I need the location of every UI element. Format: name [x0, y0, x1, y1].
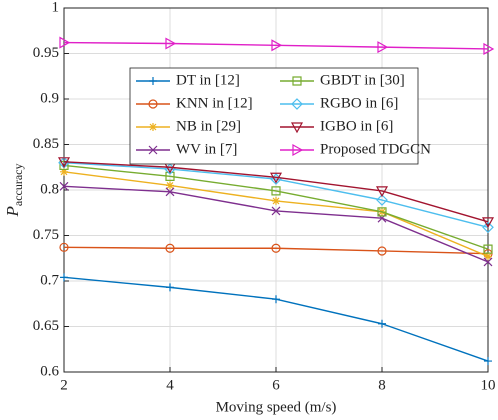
legend-label: IGBO in [6] — [320, 118, 393, 134]
marker — [269, 172, 283, 184]
marker — [377, 207, 387, 217]
marker — [165, 243, 175, 253]
marker — [484, 357, 492, 366]
marker — [272, 295, 280, 304]
legend-label: DT in [12] — [176, 72, 240, 88]
marker — [271, 186, 281, 196]
legend-marker — [148, 145, 158, 155]
marker — [165, 37, 177, 50]
series-line — [63, 161, 489, 223]
legend-marker — [292, 76, 302, 86]
y-tick-label: 1 — [52, 0, 60, 15]
legend-label: KNN in [12] — [176, 95, 253, 111]
marker — [57, 157, 71, 169]
y-tick-label: 0.6 — [40, 363, 59, 379]
series-line — [63, 164, 489, 250]
series-line — [63, 41, 489, 50]
legend-label: Proposed TDGCN — [320, 141, 431, 157]
legend-marker — [290, 122, 304, 134]
series-line — [63, 246, 489, 255]
x-axis-label: Moving speed (m/s) — [216, 399, 337, 415]
legend-marker — [291, 98, 303, 110]
y-tick-label: 0.75 — [33, 227, 59, 243]
marker — [60, 167, 68, 176]
plot-frame — [63, 7, 489, 373]
marker — [483, 42, 495, 55]
marker — [375, 186, 389, 198]
series-line — [63, 162, 489, 228]
y-tick-label: 0.8 — [40, 181, 59, 197]
y-tick-label: 0.7 — [40, 272, 59, 288]
x-tick-label: 8 — [378, 377, 386, 393]
legend-label: WV in [7] — [176, 141, 237, 157]
legend-marker — [149, 77, 157, 85]
legend-label: NB in [29] — [176, 118, 241, 134]
marker — [376, 194, 388, 206]
marker — [271, 243, 281, 253]
marker — [482, 221, 494, 234]
y-axis-label-sub: accuracy — [11, 163, 25, 206]
legend-marker — [149, 123, 157, 131]
x-tick-label: 6 — [272, 377, 280, 393]
marker — [377, 246, 387, 256]
legend-marker — [292, 143, 304, 157]
marker — [59, 242, 69, 252]
marker — [271, 206, 281, 216]
y-tick-label: 0.95 — [33, 45, 59, 61]
y-tick-label: 0.9 — [40, 90, 59, 106]
marker — [166, 283, 174, 292]
marker — [483, 257, 493, 267]
marker — [271, 39, 283, 52]
marker — [60, 273, 68, 282]
marker — [377, 41, 389, 54]
marker — [166, 181, 174, 190]
legend-marker — [148, 99, 158, 109]
marker — [59, 36, 71, 49]
marker — [484, 252, 492, 261]
marker — [272, 196, 280, 205]
x-tick-label: 2 — [60, 377, 68, 393]
marker — [481, 217, 495, 229]
marker — [378, 319, 386, 328]
legend-box — [129, 67, 419, 165]
x-tick-label: 4 — [166, 377, 174, 393]
x-tick-label: 10 — [481, 377, 496, 393]
y-tick-label: 0.85 — [33, 136, 59, 152]
marker — [59, 181, 69, 191]
y-axis-label-main: P — [3, 206, 22, 217]
legend-label: GBDT in [30] — [320, 72, 405, 88]
marker — [483, 244, 493, 254]
y-tick-label: 0.65 — [33, 318, 59, 334]
marker — [165, 187, 175, 197]
y-axis-label: Paccuracy — [3, 163, 25, 217]
legend-label: RGBO in [6] — [320, 95, 398, 111]
